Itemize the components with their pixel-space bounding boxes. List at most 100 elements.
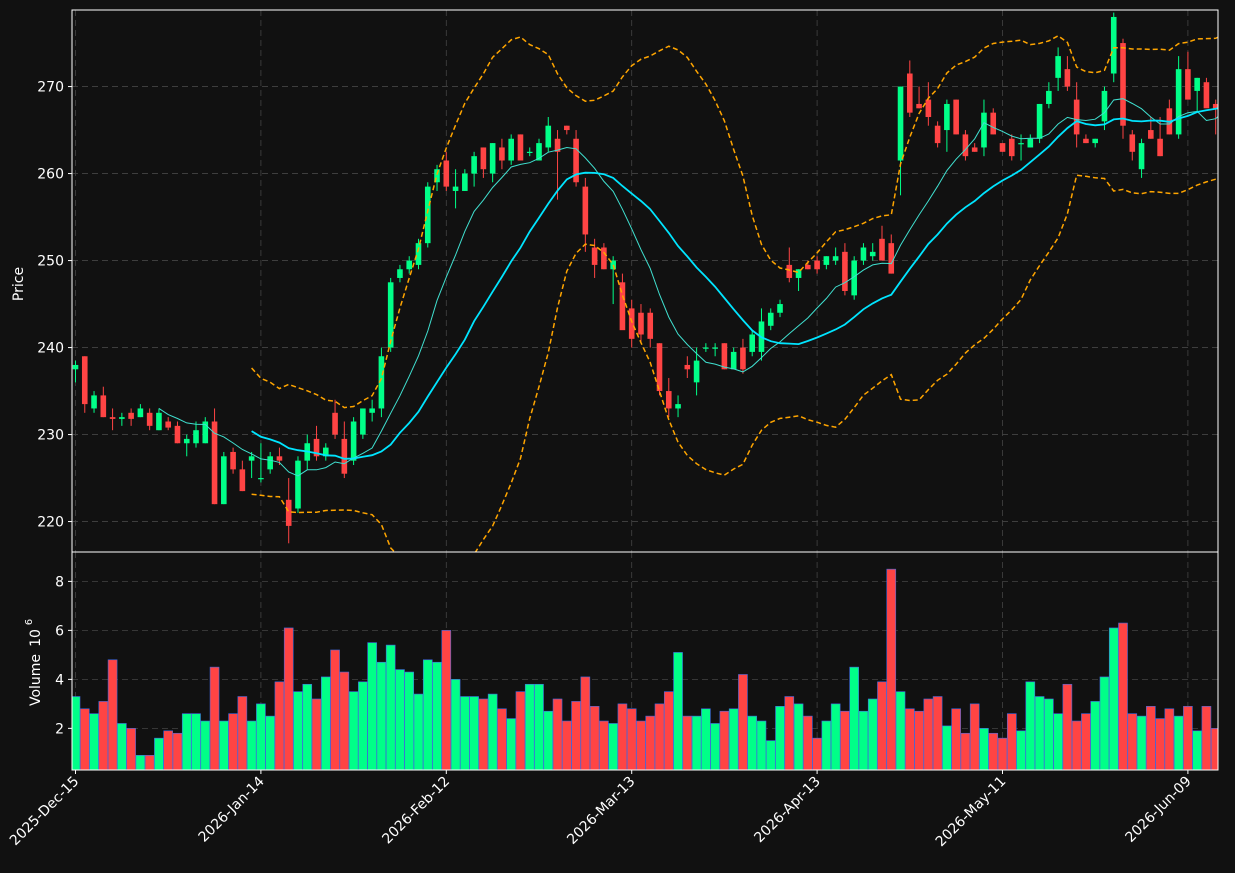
candle-body [953,99,959,135]
volume-bar [756,720,767,770]
candle-body [1064,69,1071,87]
volume-bar [552,698,563,770]
volume-axis-multiplier: 10 [28,629,44,647]
volume-bar [997,737,1008,770]
volume-bar [877,681,887,770]
candle-body [165,421,171,428]
candle-body [693,360,700,383]
volume-bar [932,696,943,770]
candle-body [1018,143,1024,145]
volume-bar [1164,708,1175,770]
candle-body [879,238,885,261]
price-tick-label: 220 [37,515,64,531]
price-y-axis: 220 230 240 250 260 270 [37,80,72,531]
price-tick-label: 230 [37,428,64,444]
volume-bar [812,737,822,770]
candle-body [221,456,227,505]
volume-bar [923,698,934,770]
candle-body [990,112,997,135]
candle-body [91,395,97,409]
volume-bar [1090,701,1100,770]
volume-bar [1081,713,1091,770]
candle-body [786,264,793,278]
volume-bar [293,691,303,770]
volume-bar [89,713,99,770]
candle-body [230,451,236,470]
volume-bar [219,720,229,770]
volume-bar [107,659,118,770]
candle-body [628,308,635,339]
candle-body [1083,138,1089,144]
volume-bar [358,681,368,770]
volume-bar [580,676,591,770]
candle-body [805,264,811,270]
volume-bar [960,732,971,770]
candle-body [489,143,496,174]
candle-body [443,160,450,187]
candle-body [1148,130,1154,139]
candle-body [81,356,88,405]
candle-body [851,260,857,296]
price-tick-label: 260 [37,167,64,183]
candle-body [767,312,774,326]
volume-bar [608,723,618,770]
candle-body [814,260,820,270]
candle-body [526,151,533,154]
candle-body [387,282,394,348]
volume-axis-label: Volume [28,654,44,706]
volume-bar [395,669,405,770]
candle-body [832,256,839,261]
price-grid [72,10,1218,552]
volume-bar [1044,698,1054,770]
volume-bar [209,666,220,770]
volume-bar [1062,683,1073,770]
volume-bar [701,708,711,770]
volume-bar [1006,713,1017,770]
volume-bar [867,698,878,770]
volume-bar [728,708,739,770]
candle-body [1138,143,1145,170]
volume-bar [571,701,581,770]
candle-body [749,334,756,352]
volume-bar [79,708,90,770]
candle-body [675,404,681,409]
candle-body [341,438,348,474]
volume-bar [858,710,869,770]
volume-tick-label: 8 [55,574,64,590]
volume-bar [747,715,758,770]
volume-bar [1108,627,1119,770]
candle-body [638,312,644,335]
candle-body [1027,138,1034,148]
volume-bar [450,679,461,770]
volume-bar [283,627,294,770]
candle-body [258,478,264,480]
volume-bar [330,649,340,770]
candle-body [248,456,255,461]
volume-bar [404,671,415,770]
candle-body [183,438,190,444]
candle-body [916,103,922,109]
volume-bar [246,720,257,770]
volume-tick-label: 6 [55,623,64,639]
volume-bar [663,691,674,770]
candle-body [656,343,663,392]
candle-body [823,256,830,265]
volume-bar [117,723,127,770]
candle-body [554,138,561,152]
volume-bar [951,708,961,770]
volume-bar [617,703,628,770]
candle-body [517,134,524,161]
volume-bar [803,715,813,770]
volume-bar [524,683,535,770]
volume-bar [1136,715,1147,770]
candle-body [202,421,209,444]
volume-bar [710,723,720,770]
volume-bar [1016,730,1026,770]
volume-bar [626,708,637,770]
candle-body [619,282,626,331]
candle-body [369,408,375,413]
candle-body [1212,103,1218,109]
candle-body [1157,138,1163,157]
candle-body [1194,77,1200,91]
